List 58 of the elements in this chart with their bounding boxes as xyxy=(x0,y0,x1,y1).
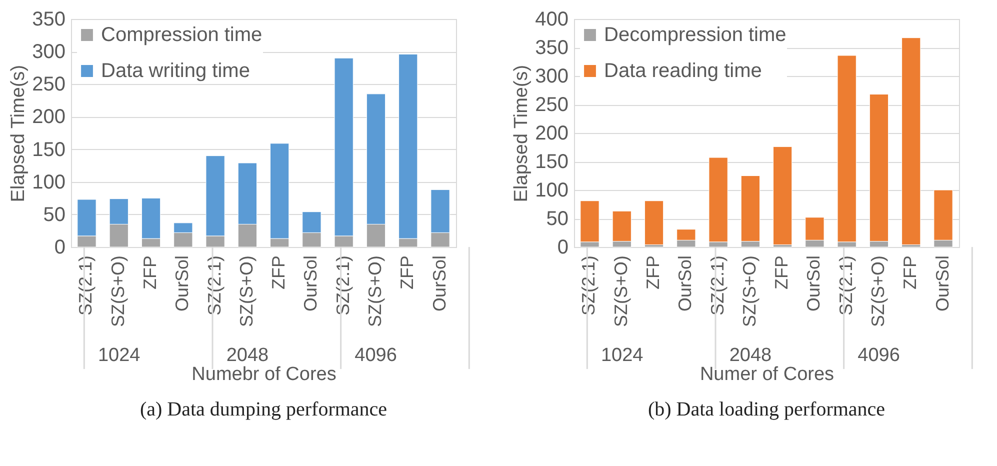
x-tick-label: ZFP xyxy=(268,256,289,290)
legend-label: Data reading time xyxy=(604,60,762,82)
y-tick-label: 300 xyxy=(535,66,568,88)
x-tick-label: SZ(2.1) xyxy=(332,256,353,316)
y-tick-label: 400 xyxy=(535,8,568,30)
y-tick-label: 150 xyxy=(32,138,66,161)
x-tick-label: SZ(S+O) xyxy=(236,256,256,328)
x-tick-label: SZ(S+O) xyxy=(108,256,128,328)
x-tick-label: SZ(S+O) xyxy=(868,256,888,328)
x-tick-label: ZFP xyxy=(397,256,418,290)
x-tick-label: ZFP xyxy=(900,256,920,290)
y-tick-label: 300 xyxy=(32,41,66,64)
y-tick-label: 350 xyxy=(32,8,66,30)
y-tick-label: 150 xyxy=(535,151,568,173)
y-tick-label: 250 xyxy=(32,74,66,96)
bar xyxy=(902,38,921,245)
y-tick-label: 250 xyxy=(535,94,568,116)
x-tick-label: SZ(2.1) xyxy=(836,256,856,316)
x-tick-label: SZ(S+O) xyxy=(610,256,631,328)
y-tick-label: 50 xyxy=(43,204,66,226)
x-tick-label: ZFP xyxy=(140,256,160,290)
x-tick-label: OurSol xyxy=(429,256,450,312)
y-tick-label: 100 xyxy=(535,180,568,202)
x-tick-label: OurSol xyxy=(675,256,696,312)
y-tick-label: 200 xyxy=(535,122,568,144)
y-axis-title: Elapsed Time(s) xyxy=(511,64,532,202)
x-tick-label: OurSol xyxy=(804,256,824,312)
x-axis-title: Numer of Cores xyxy=(700,364,834,386)
x-tick-label: OurSol xyxy=(300,256,321,312)
y-axis-title: Elapsed Time(s) xyxy=(8,64,30,202)
x-tick-label: SZ(S+O) xyxy=(739,256,760,328)
bar xyxy=(773,146,792,245)
x-tick-label: SZ(S+O) xyxy=(364,256,385,328)
x-axis-title: Numebr of Cores xyxy=(192,364,336,386)
text: 2048 xyxy=(729,345,772,366)
text: 1024 xyxy=(98,345,141,366)
legend-label: Data writing time xyxy=(101,60,250,82)
text: 4096 xyxy=(858,345,900,366)
x-tick-label: SZ(2.1) xyxy=(707,256,728,316)
y-tick-label: 200 xyxy=(32,106,66,128)
y-tick-label: 0 xyxy=(54,236,66,258)
y-tick-label: 350 xyxy=(535,37,568,59)
y-tick-label: 100 xyxy=(32,171,66,194)
y-tick-label: 50 xyxy=(546,208,568,230)
x-tick-label: ZFP xyxy=(772,256,792,290)
legend-label: Decompression time xyxy=(604,24,786,46)
text: 2048 xyxy=(226,345,269,366)
text: (b) Data loading performance xyxy=(648,398,886,421)
x-tick-label: OurSol xyxy=(172,256,192,312)
text: 1024 xyxy=(600,345,644,366)
text: 4096 xyxy=(354,345,397,366)
bar xyxy=(644,200,664,245)
x-tick-label: ZFP xyxy=(643,256,664,290)
text: (a) Data dumping performance xyxy=(140,398,388,421)
legend-label: Compression time xyxy=(101,24,262,46)
x-tick-label: SZ(2.1) xyxy=(204,256,224,316)
y-tick-label: 0 xyxy=(557,236,568,258)
x-tick-label: OurSol xyxy=(932,256,952,312)
